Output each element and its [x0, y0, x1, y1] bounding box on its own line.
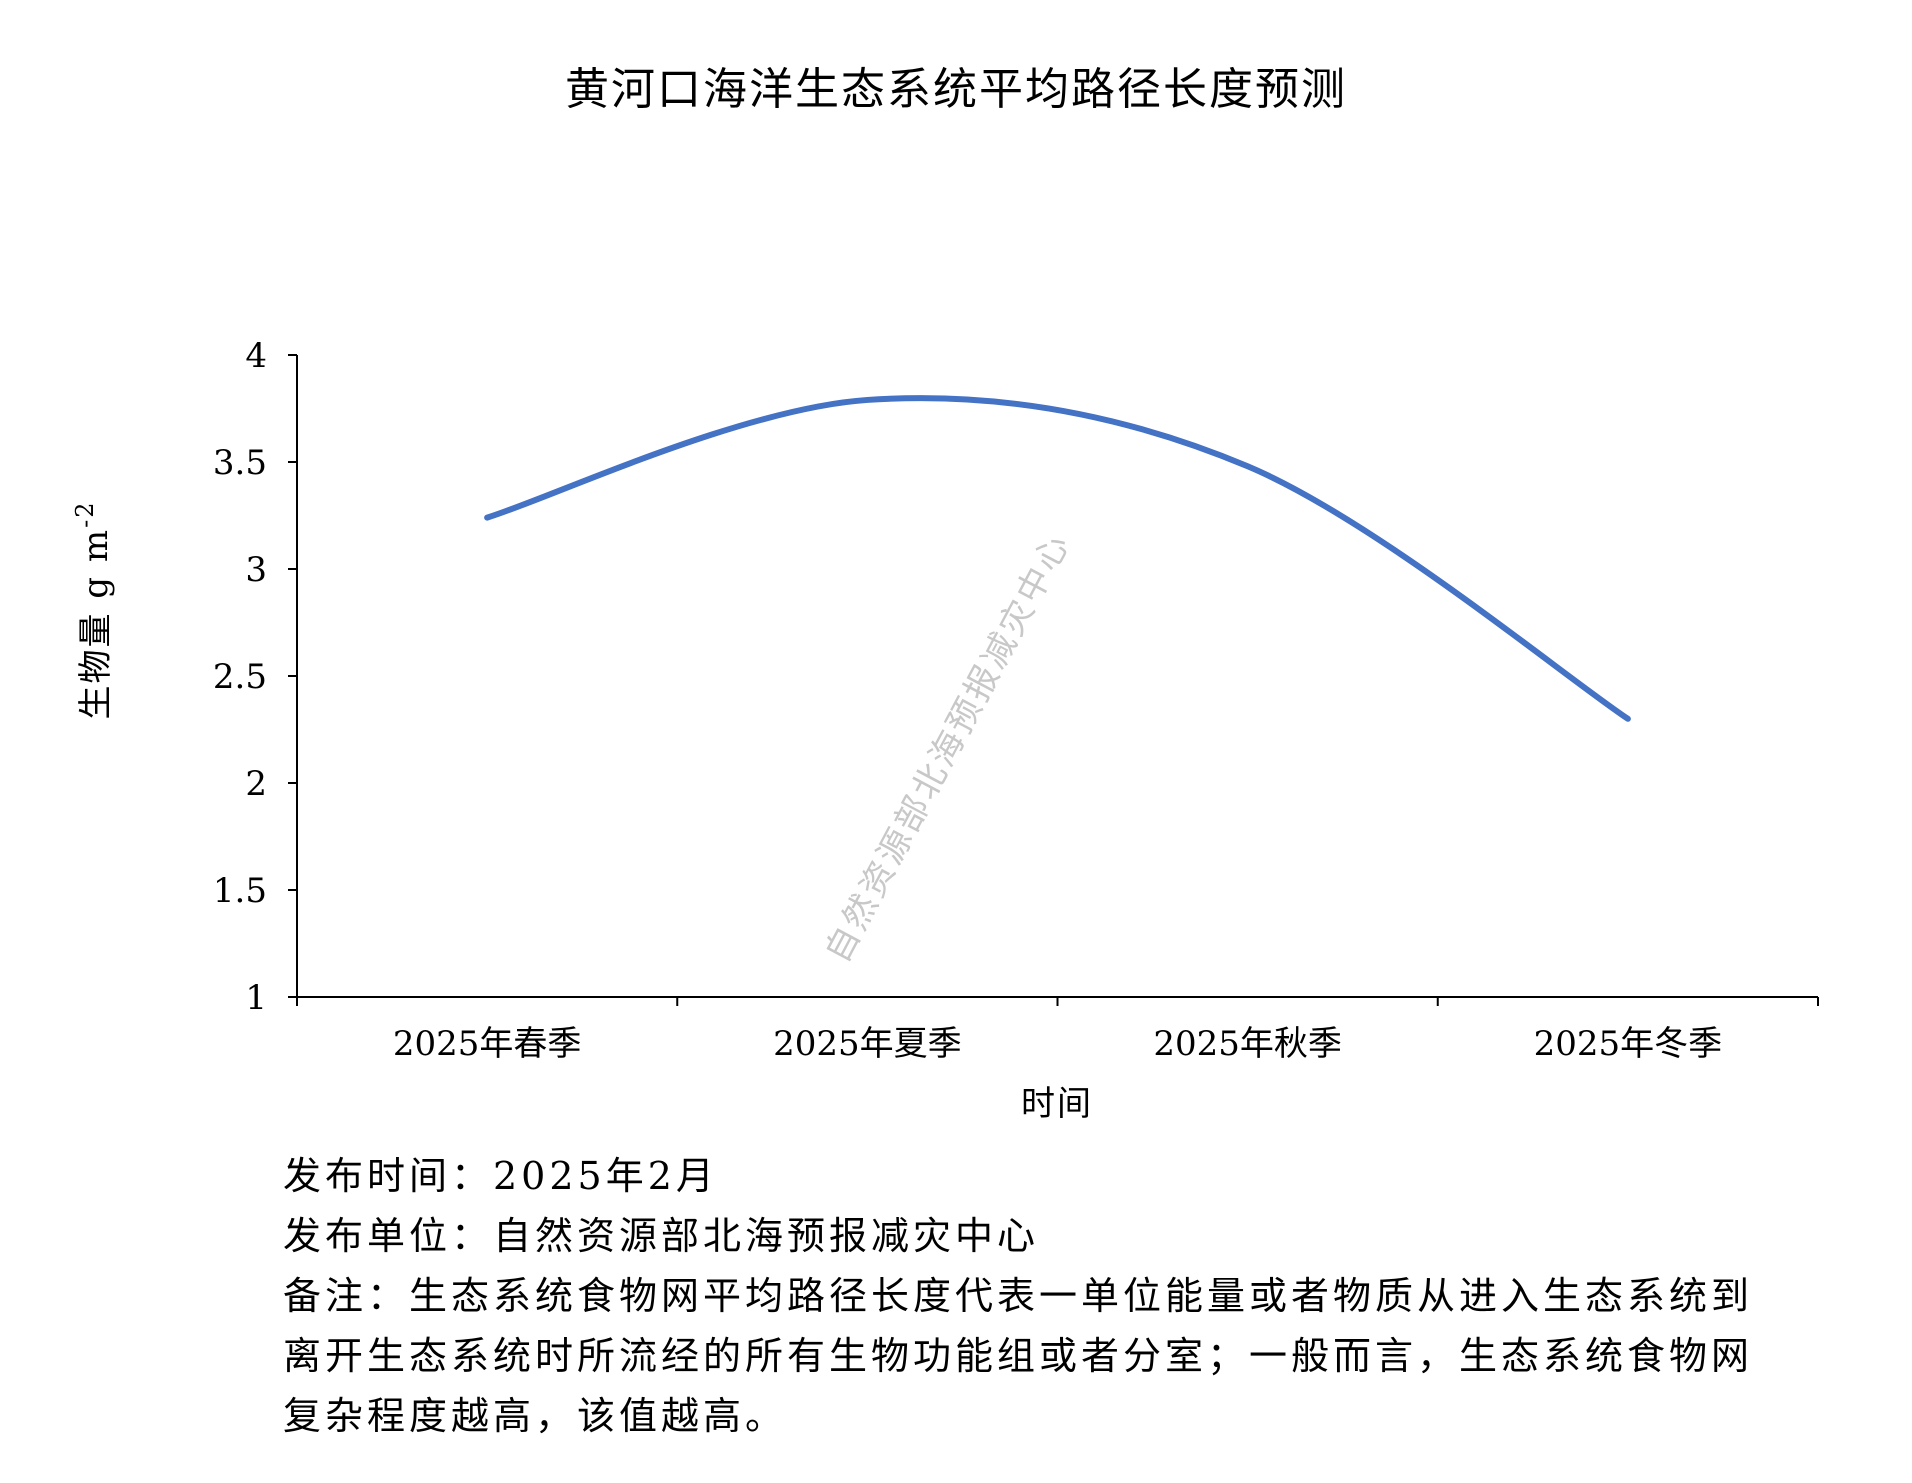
y-axis-ticks: 1 1.5 2 2.5 3 3.5 4 [213, 336, 297, 1018]
x-tick-label: 2025年春季 [393, 1024, 582, 1064]
y-axis-label-text: 生物量 g m [76, 528, 116, 720]
y-tick-label: 1 [245, 978, 267, 1018]
data-point [866, 399, 868, 401]
y-tick-label: 4 [245, 336, 267, 376]
y-axis-label-superscript: -2 [71, 500, 99, 527]
y-axis-label: 生物量 g m-2 [71, 500, 116, 719]
footer-notes: 发布时间：2025年2月 发布单位：自然资源部北海预报减灾中心 备注：生态系统食… [283, 1146, 1783, 1446]
y-tick-label: 2 [245, 764, 267, 804]
x-tick-label: 2025年秋季 [1153, 1024, 1342, 1064]
remark-note: 备注：生态系统食物网平均路径长度代表一单位能量或者物质从进入生态系统到离开生态系… [283, 1274, 1754, 1438]
publisher: 发布单位：自然资源部北海预报减灾中心 [283, 1214, 1040, 1258]
release-time: 发布时间：2025年2月 [283, 1154, 718, 1198]
series-line [484, 395, 1631, 722]
data-point [1627, 718, 1629, 720]
y-tick-label: 2.5 [213, 657, 267, 697]
data-point [1247, 465, 1249, 467]
watermark: 自然资源部北海预报减灾中心 [818, 526, 1079, 969]
chart-canvas: 黄河口海洋生态系统平均路径长度预测 11.522.533.54 2025年春季 2… [71, 64, 1819, 1124]
series-points [486, 399, 1629, 720]
x-axis-label: 时间 [1021, 1084, 1093, 1124]
y-tick-label: 3 [245, 550, 267, 590]
x-tick-label: 2025年夏季 [773, 1024, 962, 1064]
data-point [486, 517, 488, 519]
chart-title: 黄河口海洋生态系统平均路径长度预测 [565, 64, 1347, 115]
y-tick-label: 3.5 [213, 443, 267, 483]
x-tick-label: 2025年冬季 [1534, 1024, 1723, 1064]
y-tick-label: 1.5 [213, 871, 267, 911]
x-axis-ticks: 2025年春季 2025年夏季 2025年秋季 2025年冬季 [296, 997, 1819, 1064]
